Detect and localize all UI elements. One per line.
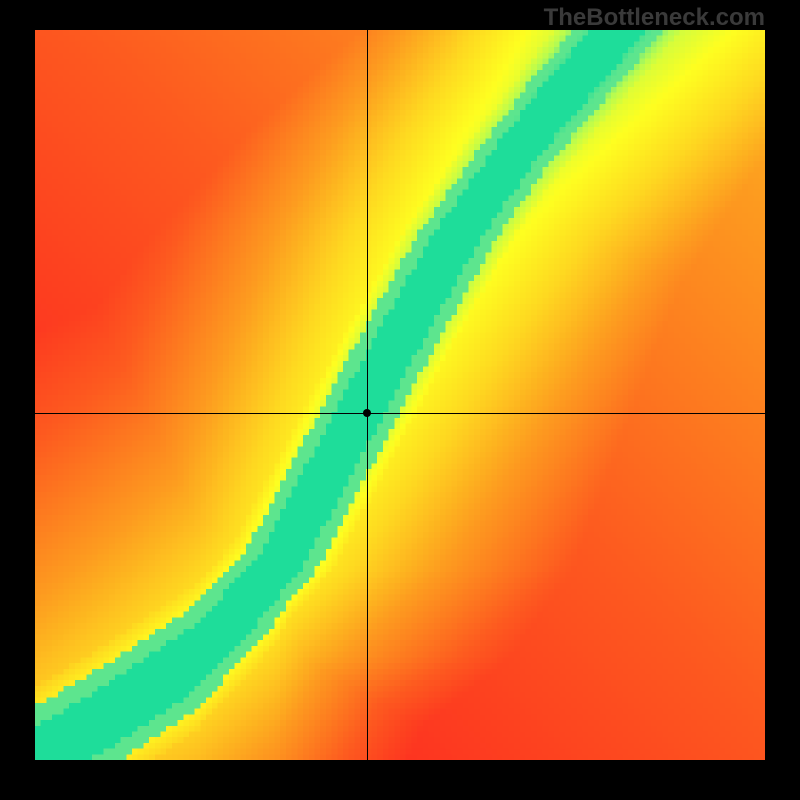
heatmap-canvas	[35, 30, 765, 760]
crosshair-vertical	[367, 30, 368, 760]
crosshair-horizontal	[35, 413, 765, 414]
crosshair-marker	[363, 409, 371, 417]
bottleneck-heatmap-chart: TheBottleneck.com	[0, 0, 800, 800]
watermark-text: TheBottleneck.com	[544, 4, 765, 32]
